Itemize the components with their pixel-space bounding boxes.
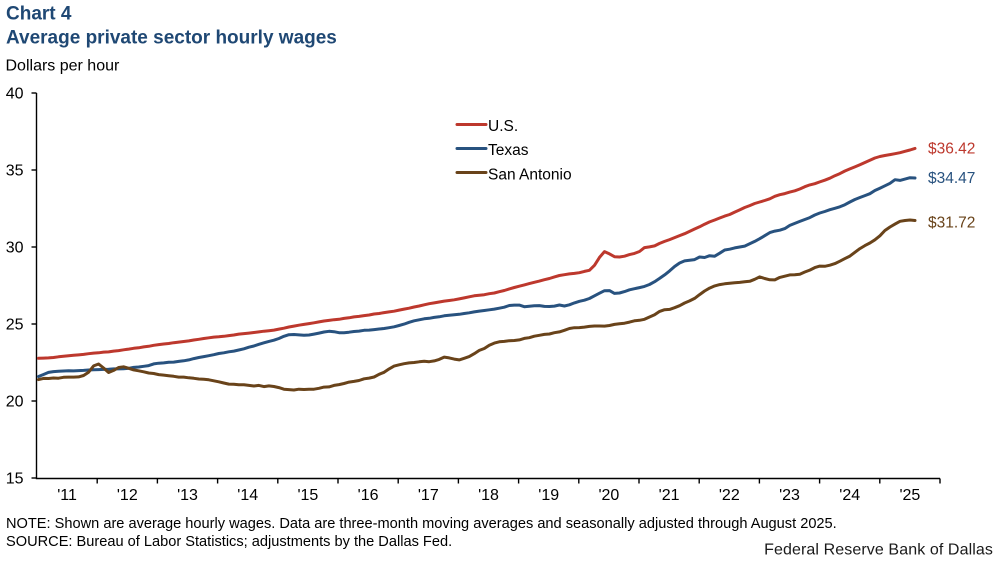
- svg-text:U.S.: U.S.: [488, 118, 518, 135]
- svg-text:Dollars per hour: Dollars per hour: [6, 58, 121, 75]
- svg-text:20: 20: [6, 394, 24, 411]
- svg-text:'13: '13: [177, 487, 198, 504]
- svg-text:'25: '25: [899, 487, 920, 504]
- svg-text:'18: '18: [478, 487, 499, 504]
- svg-text:30: 30: [6, 240, 24, 257]
- svg-text:40: 40: [6, 86, 24, 103]
- svg-text:'23: '23: [779, 487, 800, 504]
- svg-text:'24: '24: [839, 487, 860, 504]
- svg-text:'15: '15: [297, 487, 318, 504]
- svg-text:NOTE: Shown are average hourly: NOTE: Shown are average hourly wages. Da…: [6, 516, 837, 532]
- svg-text:25: 25: [6, 317, 24, 334]
- svg-text:'21: '21: [659, 487, 680, 504]
- svg-text:'12: '12: [117, 487, 138, 504]
- svg-text:35: 35: [6, 163, 24, 180]
- svg-text:'17: '17: [418, 487, 439, 504]
- svg-text:$31.72: $31.72: [928, 215, 975, 232]
- svg-text:'16: '16: [358, 487, 379, 504]
- svg-text:'20: '20: [598, 487, 619, 504]
- svg-text:Chart 4: Chart 4: [6, 4, 72, 25]
- svg-text:SOURCE: Bureau of Labor Statis: SOURCE: Bureau of Labor Statistics; adju…: [6, 534, 452, 550]
- svg-text:'11: '11: [57, 487, 77, 504]
- svg-text:Federal Reserve Bank of Dallas: Federal Reserve Bank of Dallas: [764, 542, 993, 559]
- svg-text:15: 15: [6, 471, 24, 488]
- svg-text:San Antonio: San Antonio: [488, 167, 572, 184]
- svg-text:Average private sector hourly: Average private sector hourly wages: [6, 28, 337, 49]
- svg-text:$34.47: $34.47: [928, 170, 975, 187]
- svg-text:'19: '19: [538, 487, 559, 504]
- svg-text:$36.42: $36.42: [928, 141, 975, 158]
- svg-text:Texas: Texas: [488, 142, 529, 159]
- svg-text:'14: '14: [237, 487, 258, 504]
- svg-text:'22: '22: [719, 487, 740, 504]
